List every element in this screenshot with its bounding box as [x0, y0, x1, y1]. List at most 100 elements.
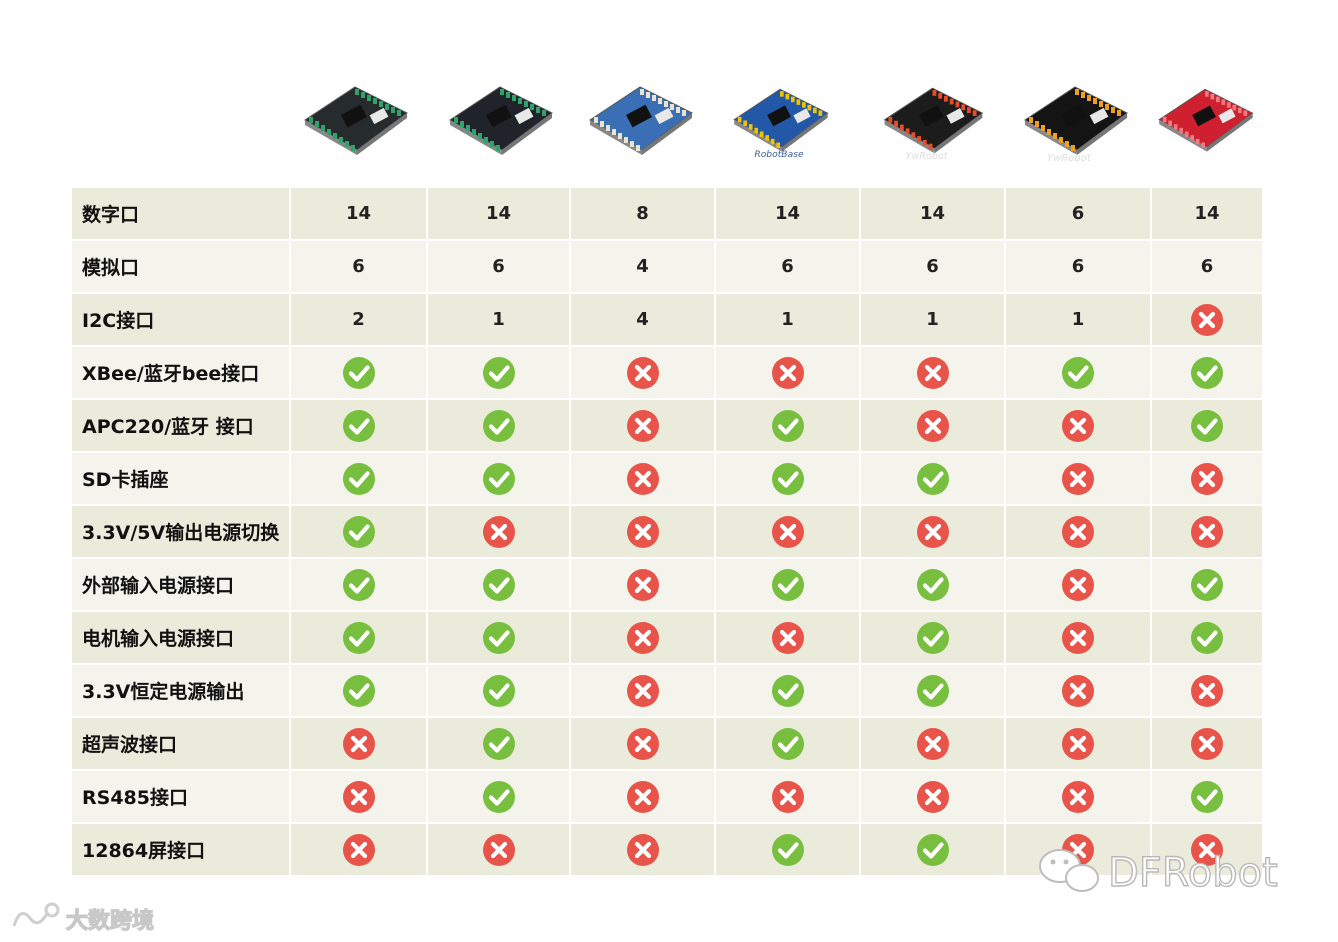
status-cell [290, 664, 428, 718]
watermark-left-text: 大数跨境 [66, 908, 154, 934]
status-cell [1005, 664, 1152, 718]
status-cell [715, 505, 861, 559]
row-label: 数字口 [72, 188, 291, 241]
check-icon [342, 409, 375, 442]
status-cell [290, 558, 428, 612]
status-cell [427, 505, 571, 559]
status-cell [290, 717, 428, 771]
check-icon [482, 780, 515, 813]
status-cell [570, 717, 716, 771]
status-cell [715, 346, 861, 400]
cross-icon [482, 515, 515, 548]
status-cell [1005, 346, 1152, 400]
status-cell [427, 558, 571, 612]
cross-icon [916, 409, 949, 442]
cross-icon [626, 515, 659, 548]
status-cell [1005, 611, 1152, 665]
value-cell: 1 [1005, 293, 1152, 347]
status-cell [427, 823, 571, 877]
cross-icon [342, 833, 375, 866]
cross-icon [1062, 674, 1094, 707]
cross-icon [626, 833, 659, 866]
cross-icon [626, 780, 659, 813]
check-icon [1191, 356, 1223, 389]
row-label: 超声波接口 [72, 717, 291, 771]
check-icon [342, 568, 375, 601]
status-cell [1005, 505, 1152, 559]
cross-icon [1062, 409, 1094, 442]
cross-icon [1191, 515, 1223, 548]
board-logo: RobotBase [754, 149, 804, 160]
check-icon [1191, 568, 1223, 601]
value-cell: 1 [715, 293, 861, 347]
check-icon [916, 833, 949, 866]
value-cell: 6 [1005, 240, 1152, 294]
status-cell [715, 664, 861, 718]
status-cell [1151, 293, 1264, 347]
value-cell: 6 [290, 240, 428, 294]
shield-board-image [1150, 65, 1260, 165]
shield-board-image: RobotBase [725, 65, 835, 165]
table-row: 模拟口 6 6 4 6 6 6 6 [72, 240, 1264, 294]
row-label: 3.3V恒定电源输出 [72, 664, 291, 718]
row-label: 模拟口 [72, 240, 291, 294]
status-cell [860, 558, 1006, 612]
check-icon [482, 727, 515, 760]
check-icon [482, 674, 515, 707]
status-cell [570, 664, 716, 718]
cross-icon [1062, 621, 1094, 654]
value-cell: 14 [715, 188, 861, 241]
board-7 [1158, 88, 1254, 152]
cross-icon [626, 674, 659, 707]
status-cell [427, 399, 571, 453]
status-cell [715, 558, 861, 612]
cross-icon [342, 780, 375, 813]
status-cell [715, 823, 861, 877]
check-icon [1191, 780, 1223, 813]
cross-icon [626, 621, 659, 654]
check-icon [771, 568, 804, 601]
wechat-icon [1039, 849, 1099, 892]
status-cell [1151, 664, 1264, 718]
row-label: RS485接口 [72, 770, 291, 824]
cross-icon [1191, 303, 1223, 336]
table-row: 外部输入电源接口 [72, 558, 1264, 612]
status-cell [860, 399, 1006, 453]
check-icon [771, 462, 804, 495]
status-cell [1151, 558, 1264, 612]
cross-icon [626, 409, 659, 442]
row-label: XBee/蓝牙bee接口 [72, 346, 291, 400]
board-3 [589, 86, 693, 155]
cross-icon [626, 462, 659, 495]
cross-icon [771, 621, 804, 654]
check-icon [482, 568, 515, 601]
status-cell [715, 399, 861, 453]
status-cell [1151, 399, 1264, 453]
status-cell [1005, 717, 1152, 771]
cross-icon [1191, 727, 1223, 760]
value-cell: 14 [1151, 188, 1264, 241]
status-cell [570, 399, 716, 453]
status-cell [1151, 823, 1264, 877]
cross-icon [916, 780, 949, 813]
check-icon [342, 356, 375, 389]
status-cell [1151, 717, 1264, 771]
status-cell [427, 770, 571, 824]
board-4: RobotBase [733, 88, 829, 160]
cross-icon [771, 515, 804, 548]
table-row: 电机输入电源接口 [72, 611, 1264, 665]
check-icon [771, 409, 804, 442]
cross-icon [1062, 462, 1094, 495]
cross-icon [626, 568, 659, 601]
cross-icon [1191, 674, 1223, 707]
check-icon [916, 462, 949, 495]
board-5: YwRobot [883, 87, 984, 162]
status-cell [427, 717, 571, 771]
table-row: 12864屏接口 [72, 823, 1264, 877]
cross-icon [342, 727, 375, 760]
status-cell [1005, 770, 1152, 824]
status-cell [860, 823, 1006, 877]
check-icon [771, 674, 804, 707]
value-cell: 1 [427, 293, 571, 347]
status-cell [570, 558, 716, 612]
